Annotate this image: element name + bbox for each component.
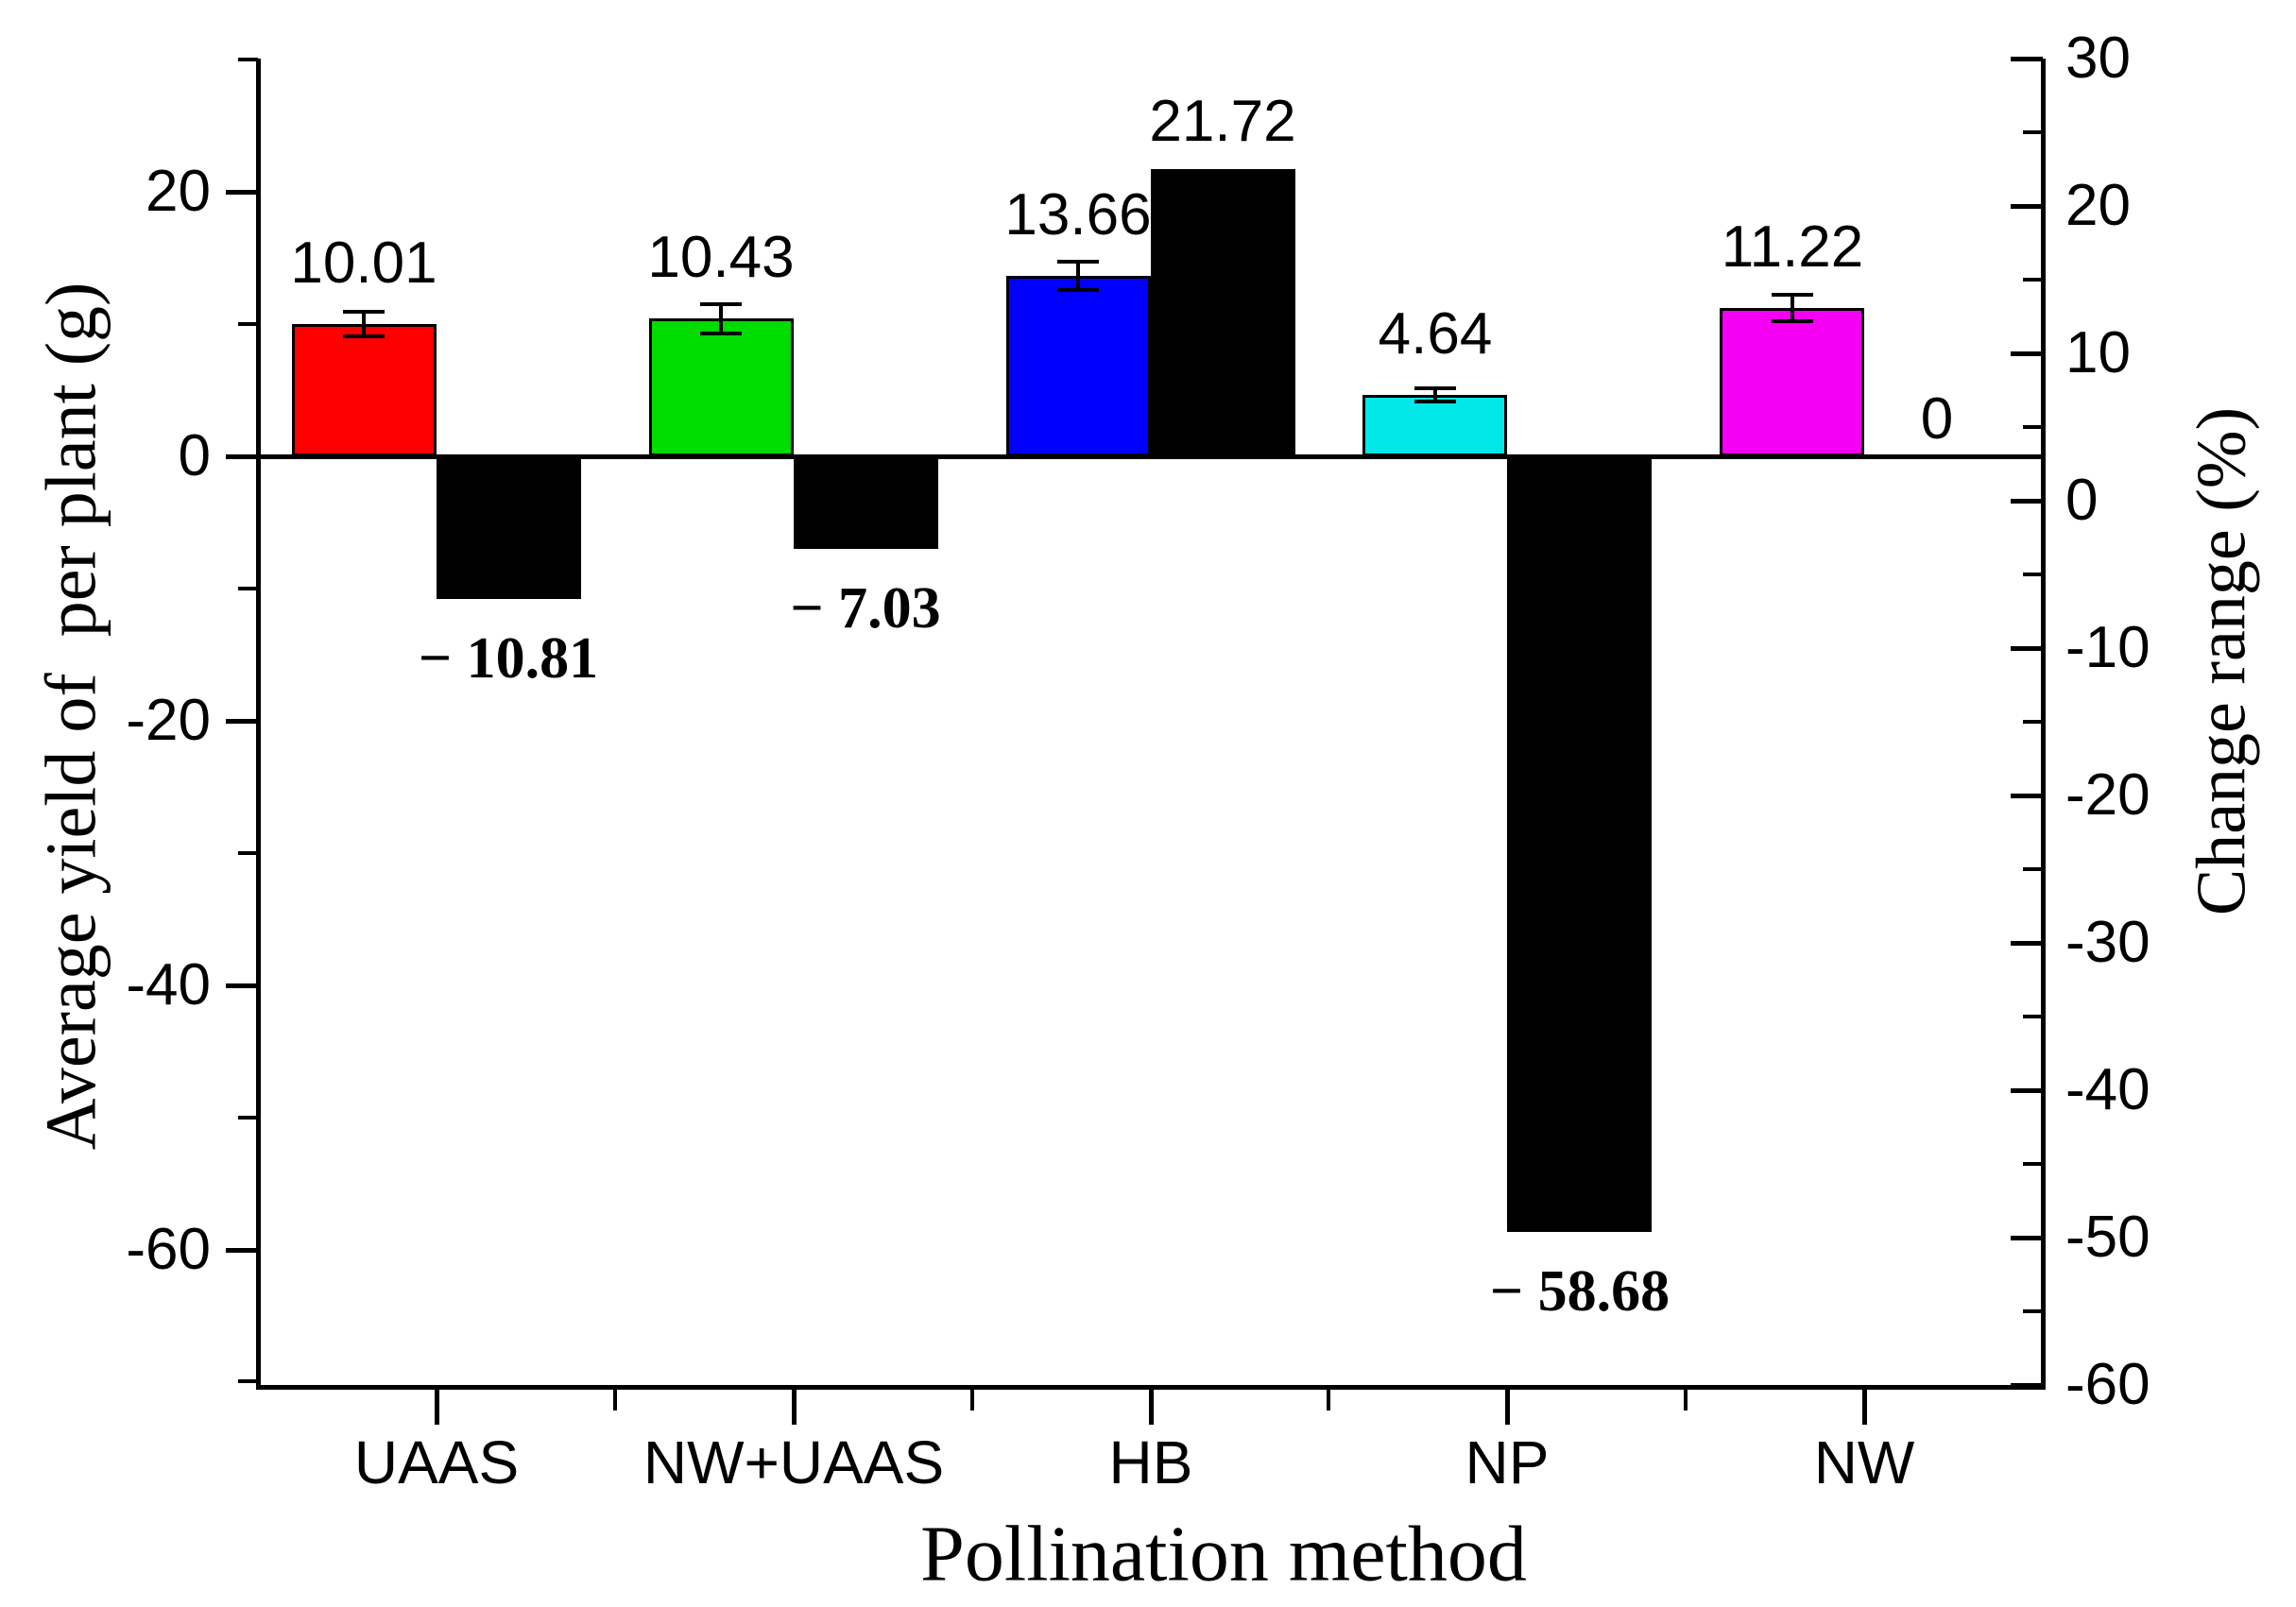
right-axis-major-tick	[2011, 1236, 2043, 1240]
yield-value-label: 11.22	[1721, 214, 1864, 280]
left-axis-major-tick	[226, 1248, 258, 1253]
left-axis-minor-tick	[238, 322, 258, 326]
x-axis-minor-tick	[1684, 1387, 1688, 1410]
right-axis-major-tick	[2011, 204, 2043, 209]
right-axis-tick-label: -30	[2065, 910, 2150, 975]
right-axis-minor-tick	[2023, 1015, 2043, 1018]
right-axis-major-tick	[2011, 57, 2043, 61]
x-axis-major-tick	[1862, 1387, 1867, 1425]
right-axis-major-tick	[2011, 1088, 2043, 1093]
change-value-label: 21.72	[1149, 89, 1296, 154]
yield-bar	[1362, 395, 1507, 456]
error-bar-cap-bottom	[700, 332, 742, 335]
right-axis-minor-tick	[2023, 1309, 2043, 1313]
error-bar-cap-bottom	[343, 334, 385, 338]
zero-baseline	[258, 454, 2043, 459]
left-axis-tick-label: -40	[126, 952, 211, 1017]
left-axis-minor-tick	[238, 1379, 258, 1383]
left-axis-minor-tick	[238, 58, 258, 61]
change-value-label: − 58.68	[1489, 1259, 1671, 1324]
change-value-label: − 10.81	[418, 626, 599, 691]
yield-bar	[1006, 276, 1151, 456]
error-bar-line	[1076, 262, 1080, 291]
right-axis-minor-tick	[2023, 720, 2043, 724]
left-axis-tick-label: 20	[146, 159, 211, 224]
left-axis-major-tick	[226, 454, 258, 459]
yield-value-label: 10.43	[647, 225, 795, 290]
x-axis-minor-tick	[970, 1387, 974, 1410]
right-axis-tick-label: 0	[2065, 468, 2099, 533]
x-axis-major-tick	[435, 1387, 439, 1425]
right-axis-tick-label: 20	[2065, 173, 2131, 238]
x-axis-major-tick	[1505, 1387, 1510, 1425]
left-axis-major-tick	[226, 983, 258, 988]
yield-bar	[1720, 308, 1864, 456]
right-axis-minor-tick	[2023, 867, 2043, 871]
right-axis-minor-tick	[2023, 425, 2043, 429]
right-axis-tick-label: 30	[2065, 26, 2131, 91]
x-axis-minor-tick	[613, 1387, 617, 1410]
right-axis-tick-label: -50	[2065, 1205, 2150, 1270]
right-axis-tick-label: 10	[2065, 320, 2131, 385]
x-axis-major-tick	[1149, 1387, 1154, 1425]
right-axis-minor-tick	[2023, 278, 2043, 282]
error-bar-cap-top	[343, 310, 385, 314]
left-axis-minor-tick	[238, 851, 258, 855]
error-bar-cap-bottom	[1414, 400, 1456, 403]
right-axis-major-tick	[2011, 499, 2043, 504]
right-axis-major-tick	[2011, 794, 2043, 798]
x-axis-category-label: UAAS	[353, 1428, 520, 1496]
change-bar	[1151, 169, 1295, 456]
error-bar-cap-top	[700, 302, 742, 306]
error-bar-cap-bottom	[1057, 288, 1099, 292]
change-value-label: 0	[1920, 386, 1954, 452]
right-axis-tick-label: -10	[2065, 615, 2150, 680]
error-bar-line	[1791, 295, 1794, 321]
error-bar-cap-top	[1414, 386, 1456, 390]
right-axis-minor-tick	[2023, 1162, 2043, 1166]
right-axis-major-tick	[2011, 1383, 2043, 1388]
right-axis-tick-label: -60	[2065, 1352, 2150, 1417]
error-bar-cap-top	[1057, 260, 1099, 264]
right-axis-major-tick	[2011, 646, 2043, 651]
left-axis-minor-tick	[238, 1116, 258, 1120]
yield-value-label: 13.66	[1004, 182, 1152, 248]
x-axis-major-tick	[792, 1387, 797, 1425]
right-axis-spine	[2041, 59, 2046, 1390]
left-axis-tick-label: 0	[178, 423, 211, 488]
right-axis-minor-tick	[2023, 130, 2043, 134]
change-bar	[437, 456, 581, 599]
change-bar	[794, 456, 938, 549]
left-axis-tick-label: -60	[126, 1217, 211, 1282]
x-axis-category-label: NP	[1465, 1428, 1550, 1496]
x-axis-category-label: HB	[1108, 1428, 1193, 1496]
x-axis-category-label: NW+UAAS	[643, 1428, 945, 1496]
yield-value-label: 4.64	[1378, 301, 1493, 367]
yield-value-label: 10.01	[290, 231, 437, 296]
error-bar-line	[719, 304, 723, 333]
right-axis-title: Change range (%)	[2183, 406, 2261, 916]
x-axis-minor-tick	[1327, 1387, 1330, 1410]
yield-bar	[292, 324, 437, 456]
left-axis-tick-label: -20	[126, 688, 211, 753]
right-axis-major-tick	[2011, 351, 2043, 356]
left-axis-major-tick	[226, 719, 258, 724]
left-axis-minor-tick	[238, 587, 258, 590]
right-axis-tick-label: -20	[2065, 762, 2150, 828]
right-axis-tick-label: -40	[2065, 1057, 2150, 1122]
left-axis-major-tick	[226, 190, 258, 195]
yield-bar	[649, 318, 794, 456]
error-bar-cap-bottom	[1772, 319, 1813, 323]
x-axis-category-label: NW	[1813, 1428, 1915, 1496]
x-axis-title: Pollination method	[920, 1510, 1527, 1598]
right-axis-minor-tick	[2023, 573, 2043, 576]
change-value-label: − 7.03	[790, 576, 941, 641]
error-bar-line	[1433, 388, 1437, 402]
change-bar	[1507, 456, 1652, 1232]
left-axis-spine	[256, 59, 261, 1390]
right-axis-major-tick	[2011, 941, 2043, 946]
error-bar-cap-top	[1772, 293, 1813, 297]
error-bar-line	[362, 312, 366, 335]
